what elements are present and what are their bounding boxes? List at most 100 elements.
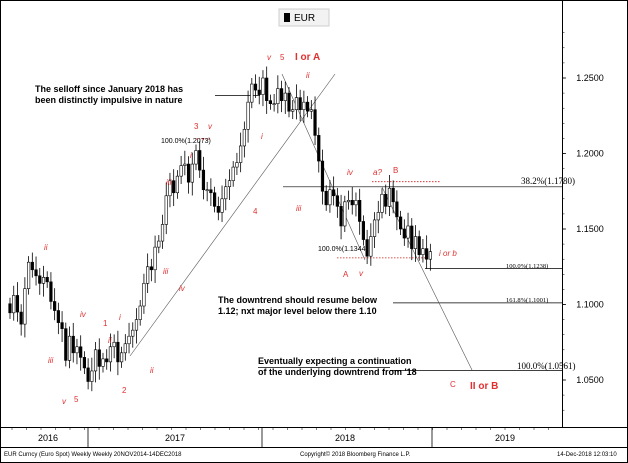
candle-down <box>265 77 269 101</box>
wave-label: iii <box>48 356 54 365</box>
candle-down <box>384 193 388 207</box>
candle-up <box>183 163 187 166</box>
candle-up <box>413 236 418 249</box>
candle-down <box>186 163 191 183</box>
hline-label-38-2: 38.2%(1.1780) <box>521 176 575 186</box>
annotation-line: 1.12; nxt major level below there 1.10 <box>218 306 377 316</box>
candle-down <box>60 322 64 329</box>
y-tick-label: 1.2500 <box>576 73 604 83</box>
wave-label-i-or-a: I or A <box>295 52 320 63</box>
annotation-line: The selloff since January 2018 has <box>35 84 183 94</box>
wave-label: iii <box>166 178 172 187</box>
wave-label-ii-or-b: II or B <box>470 381 498 392</box>
candle-down <box>30 261 34 271</box>
fib-marker-labels: 100.0%(1.2073) 100.0%(1.1344) <box>161 138 368 253</box>
candle-up <box>220 198 224 213</box>
y-axis-ticks: 1.0500 1.1000 1.1500 1.2000 1.2500 <box>562 32 604 411</box>
candle-up <box>123 343 127 354</box>
candle-down <box>268 100 273 104</box>
hline-label-100-0561: 100.0%(1.0561) <box>517 361 576 371</box>
candle-up <box>41 277 46 284</box>
x-tick-label: 2018 <box>335 433 355 443</box>
candle-up <box>283 92 287 101</box>
x-tick-label: 2019 <box>495 433 515 443</box>
candle-up <box>108 346 113 363</box>
year-separators <box>87 427 433 447</box>
candle-up <box>160 224 165 242</box>
candle-down <box>410 225 414 249</box>
wave-label: i <box>119 313 121 322</box>
candle-up <box>131 329 135 337</box>
candle-up <box>157 240 161 248</box>
candle-up <box>242 129 246 147</box>
candle-up <box>194 150 198 165</box>
candle-up <box>406 225 410 239</box>
wave-label: 2 <box>122 386 127 395</box>
candle-down <box>172 180 176 194</box>
candle-down <box>358 200 362 222</box>
candle-up <box>376 212 380 221</box>
candle-down <box>15 295 20 313</box>
hline-label-161-8: 161.8%(1.1001) <box>506 297 548 304</box>
uptrend-line <box>129 73 336 357</box>
fib-label-1-2073: 100.0%(1.2073) <box>161 138 211 145</box>
annotation-downtrend: The downtrend should resume below 1.12; … <box>218 295 380 316</box>
wave-label: C <box>450 380 456 389</box>
candle-up <box>272 103 276 105</box>
candle-down <box>257 89 261 95</box>
candle-up <box>250 83 254 103</box>
candle-down <box>19 311 23 325</box>
wave-label: v <box>267 53 272 62</box>
wave-label: a? <box>373 168 382 177</box>
candle-up <box>261 77 265 95</box>
candle-up <box>67 335 72 361</box>
candle-up <box>168 180 172 197</box>
candle-down <box>45 277 49 283</box>
annotation-continuation: Eventually expecting a continuation of t… <box>258 356 417 377</box>
candle-up <box>369 236 373 257</box>
footer-center: Copyright© 2018 Bloomberg Finance L.P. <box>300 451 411 458</box>
candle-up <box>175 175 180 194</box>
wave-label: A <box>343 270 349 279</box>
y-tick-label: 1.0500 <box>576 375 604 385</box>
candle-up <box>302 101 306 111</box>
candle-down <box>213 192 217 207</box>
wave-label: ii <box>108 336 112 345</box>
candle-down <box>365 239 369 257</box>
candle-down <box>198 150 202 171</box>
candle-down <box>350 200 354 206</box>
candle-up <box>164 195 168 225</box>
footer-left: EUR Curncy (Euro Spot) Weekly Weekly 20N… <box>4 452 182 458</box>
candle-up <box>75 346 79 354</box>
candle-down <box>253 83 258 91</box>
candle-down <box>71 335 75 354</box>
candle-down <box>97 349 101 367</box>
candle-up <box>93 349 98 372</box>
y-tick-label: 1.1500 <box>576 224 604 234</box>
candle-down <box>279 88 284 101</box>
candle-down <box>38 275 42 284</box>
candle-up <box>346 200 351 203</box>
candle-up <box>291 109 295 112</box>
candle-down <box>116 341 120 363</box>
candle-up <box>421 248 425 255</box>
candle-up <box>23 288 27 325</box>
candle-down <box>398 216 403 230</box>
annotation-line: of the underlying downtrend from '18 <box>258 367 417 377</box>
candle-down <box>313 109 317 136</box>
candle-down <box>417 236 421 255</box>
candle-up <box>101 358 105 367</box>
candle-up <box>294 97 299 111</box>
fib-lines <box>283 186 562 371</box>
wave-label: 5 <box>74 395 79 404</box>
candle-down <box>335 195 339 207</box>
wave-label: i <box>190 151 192 160</box>
candle-down <box>201 169 206 191</box>
candle-down <box>64 328 68 361</box>
candle-up <box>205 189 209 192</box>
y-tick-label: 1.1000 <box>576 300 604 310</box>
candle-down <box>34 269 38 277</box>
candle-down <box>391 187 395 203</box>
